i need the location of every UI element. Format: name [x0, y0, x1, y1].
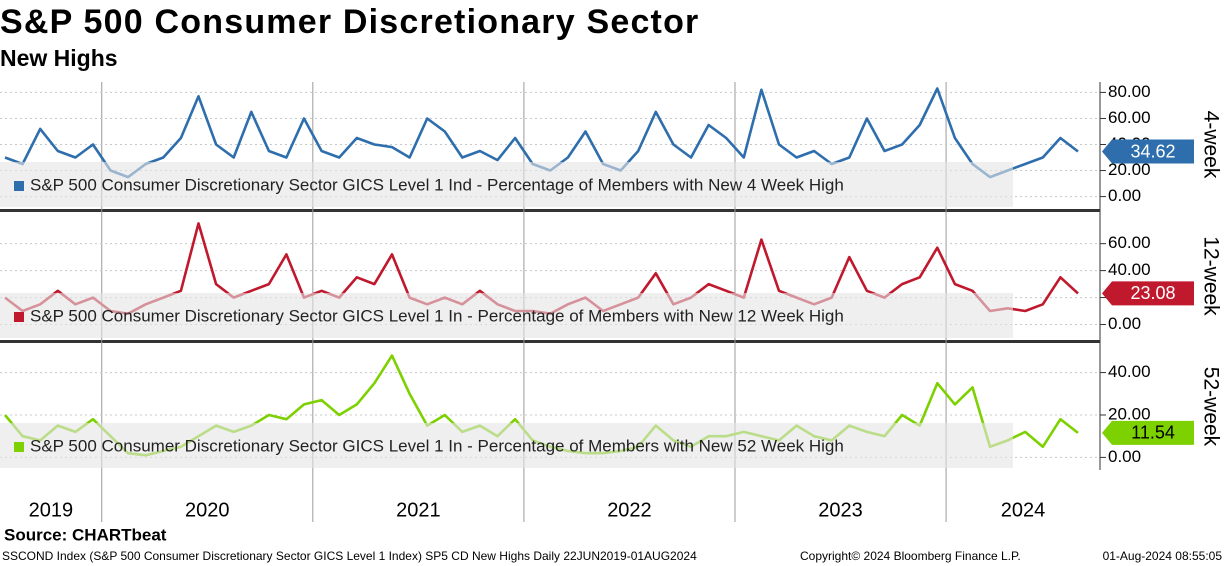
y-tick-label: 80.00	[1108, 82, 1151, 101]
legend-swatch	[14, 442, 24, 452]
last-value-tag	[1102, 139, 1194, 164]
panel-label: 4-week	[1199, 111, 1222, 179]
legend-band	[0, 423, 1013, 468]
legend-band	[0, 162, 1013, 207]
legend-swatch	[14, 312, 24, 322]
panel-divider	[0, 209, 1100, 212]
last-value-label: 34.62	[1130, 141, 1175, 161]
y-tick-label: 40.00	[1108, 362, 1151, 381]
chart-subtitle: New Highs	[0, 45, 118, 71]
y-tick-label: 0.00	[1108, 314, 1141, 333]
panel-label: 12-week	[1199, 236, 1222, 316]
x-tick-label: 2022	[607, 499, 652, 521]
x-tick-label: 2024	[1001, 499, 1046, 521]
y-tick-label: 20.00	[1108, 160, 1151, 179]
y-tick-label: 0.00	[1108, 447, 1141, 466]
legend-label: S&P 500 Consumer Discretionary Sector GI…	[30, 306, 844, 325]
x-tick-label: 2019	[29, 499, 74, 521]
x-tick-label: 2020	[185, 499, 230, 521]
last-value-label: 11.54	[1131, 423, 1175, 443]
footer-right: 01-Aug-2024 08:55:05	[1103, 549, 1223, 563]
y-tick-label: 0.00	[1108, 186, 1141, 205]
last-value-label: 23.08	[1130, 283, 1175, 303]
legend-label: S&P 500 Consumer Discretionary Sector GI…	[30, 175, 844, 194]
footer-left: SSCOND Index (S&P 500 Consumer Discretio…	[2, 549, 697, 563]
y-tick-label: 60.00	[1108, 108, 1151, 127]
y-tick-label: 60.00	[1108, 233, 1151, 252]
y-tick-label: 40.00	[1108, 260, 1151, 279]
legend-label: S&P 500 Consumer Discretionary Sector GI…	[30, 436, 844, 455]
x-tick-label: 2021	[396, 499, 441, 521]
x-tick-label: 2023	[818, 499, 863, 521]
source: Source: CHARTbeat	[4, 525, 167, 544]
chart-title: S&P 500 Consumer Discretionary Sector	[0, 3, 699, 41]
footer-center: Copyright© 2024 Bloomberg Finance L.P.	[800, 549, 1021, 563]
last-value-tag	[1102, 281, 1194, 306]
last-value-tag	[1102, 420, 1194, 445]
panel-label: 52-week	[1199, 367, 1222, 447]
y-tick-label: 20.00	[1108, 404, 1151, 423]
panel-divider	[0, 340, 1100, 343]
legend-swatch	[14, 181, 24, 191]
legend-band	[0, 293, 1013, 338]
